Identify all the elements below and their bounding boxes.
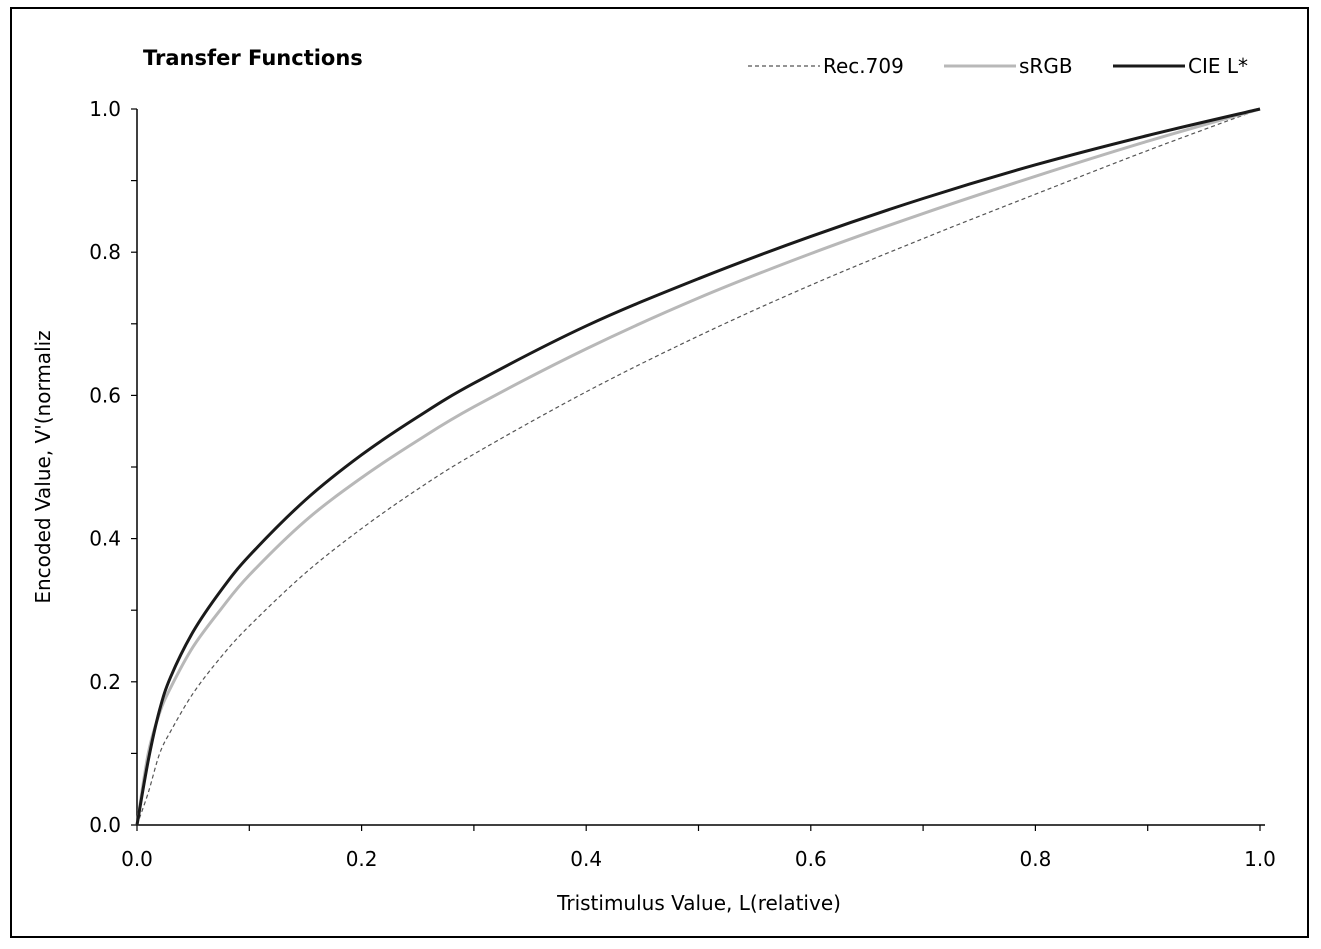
y-tick-label: 0.4	[89, 527, 121, 551]
y-tick-label: 0.2	[89, 670, 121, 694]
y-tick-label: 0.6	[89, 383, 121, 407]
legend: Rec.709 sRGB CIE L*	[748, 54, 1248, 78]
chart-frame	[10, 7, 1309, 938]
series-layer	[135, 107, 1261, 826]
y-axis-label: Encoded Value, V'(normaliz	[31, 330, 55, 603]
y-tick-label: 1.0	[89, 97, 121, 121]
x-tick-label: 0.2	[346, 847, 378, 871]
legend-label-cie-l: CIE L*	[1188, 54, 1248, 78]
x-tick-label: 0.6	[795, 847, 827, 871]
legend-label-srgb: sRGB	[1019, 54, 1073, 78]
x-tick-label: 0.8	[1019, 847, 1051, 871]
x-axis-label: Tristimulus Value, L(relative)	[556, 891, 841, 915]
legend-label-rec-709: Rec.709	[823, 54, 904, 78]
y-tick-label: 0.8	[89, 240, 121, 264]
y-tick-label: 0.0	[89, 813, 121, 837]
x-tick-label: 0.4	[570, 847, 602, 871]
chart-title: Transfer Functions	[143, 46, 363, 70]
series-line-rec-709	[136, 108, 1261, 826]
axes: 0.0 0.2 0.4 0.6 0.8 1.0 0.0 0.2 0.4 0.6 0.8 1.0	[89, 97, 1276, 871]
series-line-cie-l	[135, 107, 1261, 826]
x-tick-label: 0.0	[121, 847, 153, 871]
x-tick-label: 1.0	[1244, 847, 1276, 871]
series-line-srgb	[135, 107, 1261, 826]
